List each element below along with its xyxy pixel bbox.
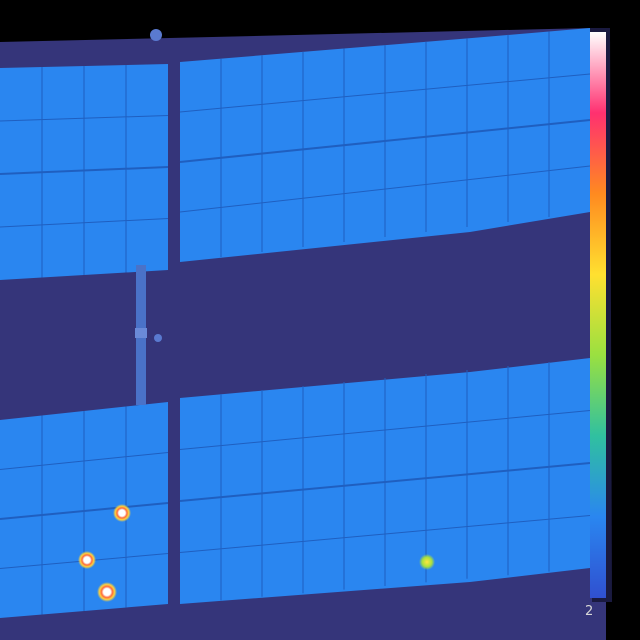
hotspot-3 xyxy=(97,582,117,602)
panel-top-left xyxy=(0,64,168,280)
post-bracket xyxy=(135,328,147,338)
palette-bar xyxy=(590,32,606,598)
hotspot-4 xyxy=(419,554,435,570)
panel-bottom-left xyxy=(0,402,168,618)
palette-bottom-label: 2 xyxy=(585,604,593,619)
panel-bottom-right xyxy=(180,358,590,604)
hotspot-1 xyxy=(113,504,131,522)
mount-clamp xyxy=(150,29,162,41)
mount-clamp xyxy=(154,334,162,342)
hotspot-2 xyxy=(78,551,96,569)
